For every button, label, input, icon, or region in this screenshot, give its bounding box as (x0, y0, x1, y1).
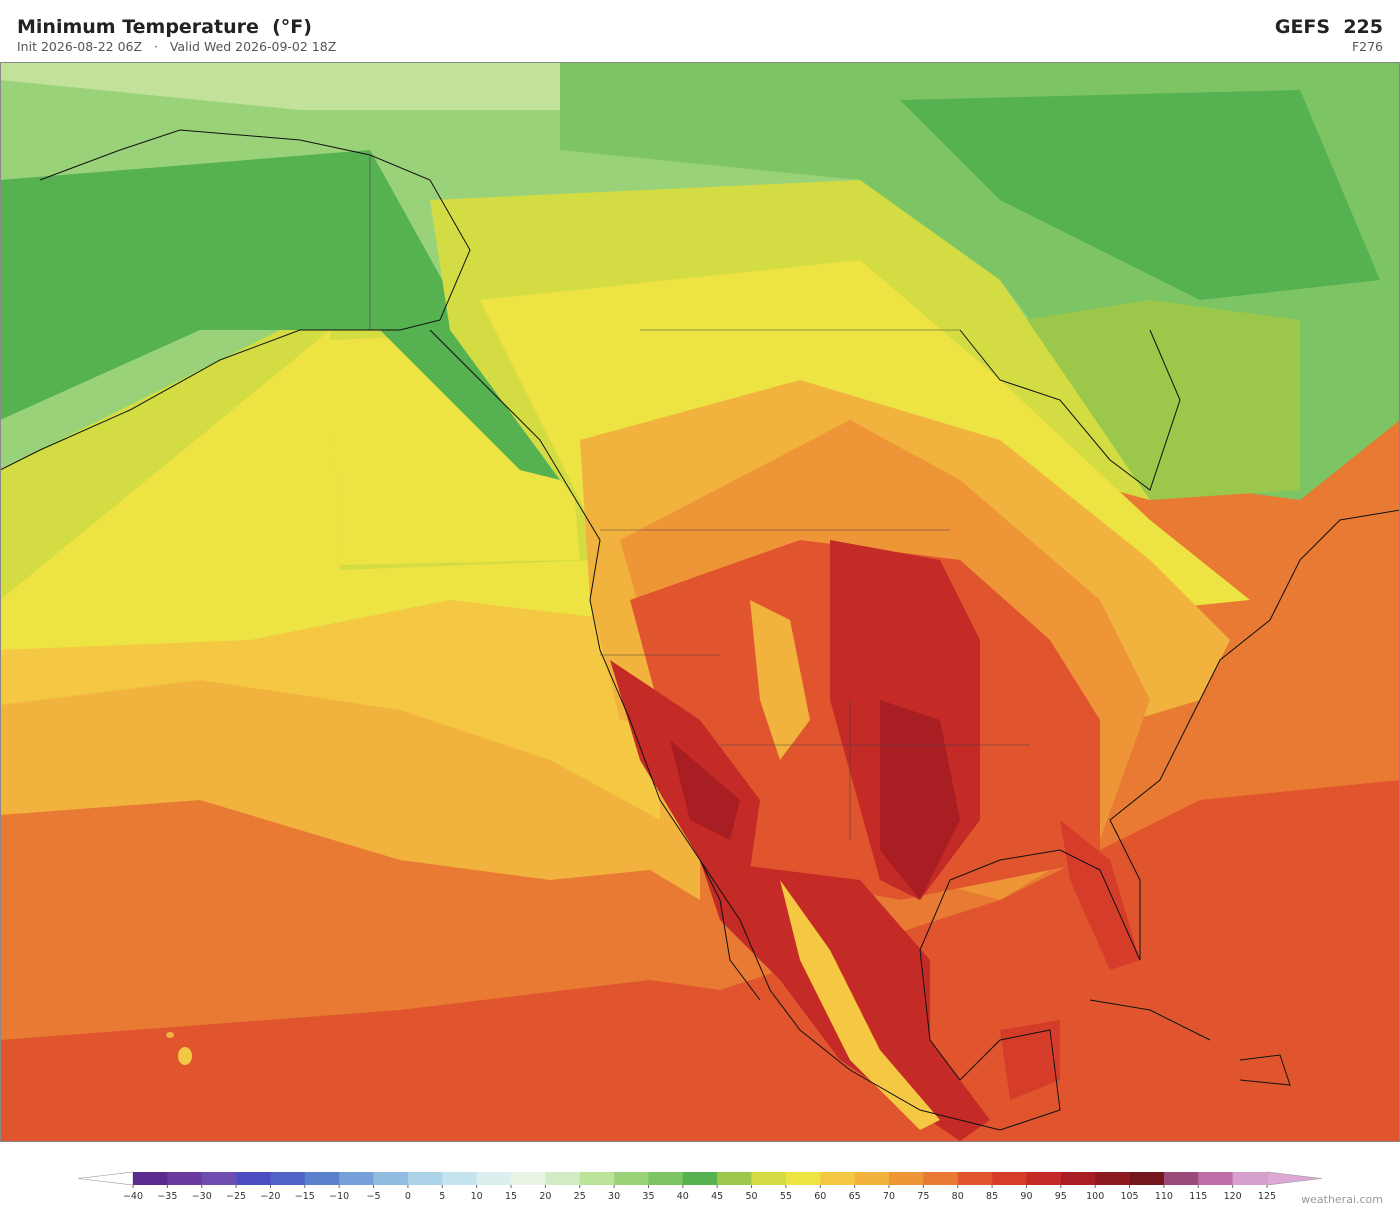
colorbar-tick-label: 55 (780, 1191, 792, 1202)
colorbar-tick-label: 5 (439, 1191, 445, 1202)
colorbar-segment (889, 1172, 924, 1185)
colorbar-segment (304, 1172, 340, 1185)
colorbar-segment (511, 1172, 546, 1185)
colorbar-segment (1198, 1172, 1233, 1185)
title: Minimum Temperature (°F) (17, 16, 312, 38)
colorbar-tick-label: 65 (849, 1191, 861, 1202)
colorbar-tick-label: −40 (123, 1191, 143, 1202)
colorbar-tick-label: 105 (1120, 1191, 1138, 1202)
colorbar-segment (648, 1172, 684, 1185)
map (0, 62, 1400, 1142)
colorbar-tick-label: 70 (883, 1191, 895, 1202)
colorbar-segment (579, 1172, 615, 1185)
colorbar-segment (407, 1172, 443, 1185)
colorbar-tick-label: 45 (711, 1191, 723, 1202)
colorbar-segment (270, 1172, 306, 1185)
colorbar-segment (442, 1172, 477, 1185)
colorbar-tick-label: 15 (505, 1191, 517, 1202)
colorbar-tick-label: 50 (745, 1191, 757, 1202)
colorbar-tick-label: 100 (1086, 1191, 1104, 1202)
colorbar-segment (133, 1172, 168, 1185)
colorbar-segment (476, 1172, 512, 1185)
colorbar-tick-label: 40 (677, 1191, 689, 1202)
colorbar-tick-label: 0 (405, 1191, 411, 1202)
colorbar-tick-label: 75 (917, 1191, 929, 1202)
colorbar-segment (820, 1172, 855, 1185)
model: GEFS 225 (1274, 16, 1383, 38)
colorbar-tick-label: 110 (1155, 1191, 1173, 1202)
colorbar-segment (1163, 1172, 1199, 1185)
colorbar-segment (923, 1172, 959, 1185)
colorbar-segment (717, 1172, 752, 1185)
colorbar-tick-label: 30 (608, 1191, 620, 1202)
colorbar-segment (785, 1172, 821, 1185)
colorbar-tick-label: −20 (260, 1191, 280, 1202)
colorbar-segment (236, 1172, 271, 1185)
colorbar-tick-label: 20 (539, 1191, 551, 1202)
colorbar-over (1266, 1171, 1323, 1186)
colorbar-tick-label: −30 (192, 1191, 212, 1202)
colorbar-segment (957, 1172, 993, 1185)
colorbar-segment (992, 1172, 1027, 1185)
colorbar-segment (751, 1172, 787, 1185)
colorbar-under (77, 1171, 134, 1186)
colorbar-tick-label: −15 (295, 1191, 315, 1202)
colorbar-tick-label: 80 (952, 1191, 964, 1202)
subtitle: Init 2026-08-22 06Z · Valid Wed 2026-09-… (17, 39, 337, 54)
colorbar-segment (1026, 1172, 1062, 1185)
colorbar-segment (373, 1172, 409, 1185)
colorbar-segment (339, 1172, 374, 1185)
colorbar-segment (854, 1172, 890, 1185)
colorbar-tick-label: 90 (1020, 1191, 1032, 1202)
colorbar-segment (167, 1172, 203, 1185)
colorbar-tick-label: −5 (367, 1191, 381, 1202)
colorbar-tick-label: 60 (814, 1191, 826, 1202)
colorbar-tick-label: 125 (1258, 1191, 1276, 1202)
colorbar-segment (201, 1172, 237, 1185)
colorbar-tick-label: 115 (1189, 1191, 1207, 1202)
colorbar-tick-label: 120 (1224, 1191, 1242, 1202)
colorbar-segment (1129, 1172, 1165, 1185)
colorbar-segment (1095, 1172, 1130, 1185)
colorbar-segment (545, 1172, 581, 1185)
colorbar-tick-label: 85 (986, 1191, 998, 1202)
colorbar-tick-label: −35 (157, 1191, 177, 1202)
colorbar-tick-label: −25 (226, 1191, 246, 1202)
colorbar-segment (614, 1172, 649, 1185)
colorbar-tick-label: 25 (574, 1191, 586, 1202)
colorbar-tick-label: 10 (471, 1191, 483, 1202)
colorbar-tick-label: 95 (1055, 1191, 1067, 1202)
forecast-hour: F276 (1351, 39, 1383, 54)
colorbar: −40 −35 −30 −25 −20 −15 −10 −5 0 5 10 15 20 25 30 35 40 4… (77, 1171, 1323, 1202)
watermark: weatherai.com (1301, 1193, 1383, 1206)
colorbar-segment (1232, 1172, 1268, 1185)
colorbar-segment (682, 1172, 718, 1185)
colorbar-tick-label: 35 (642, 1191, 654, 1202)
colorbar-segment (1060, 1172, 1096, 1185)
colorbar-tick-label: −10 (329, 1191, 349, 1202)
